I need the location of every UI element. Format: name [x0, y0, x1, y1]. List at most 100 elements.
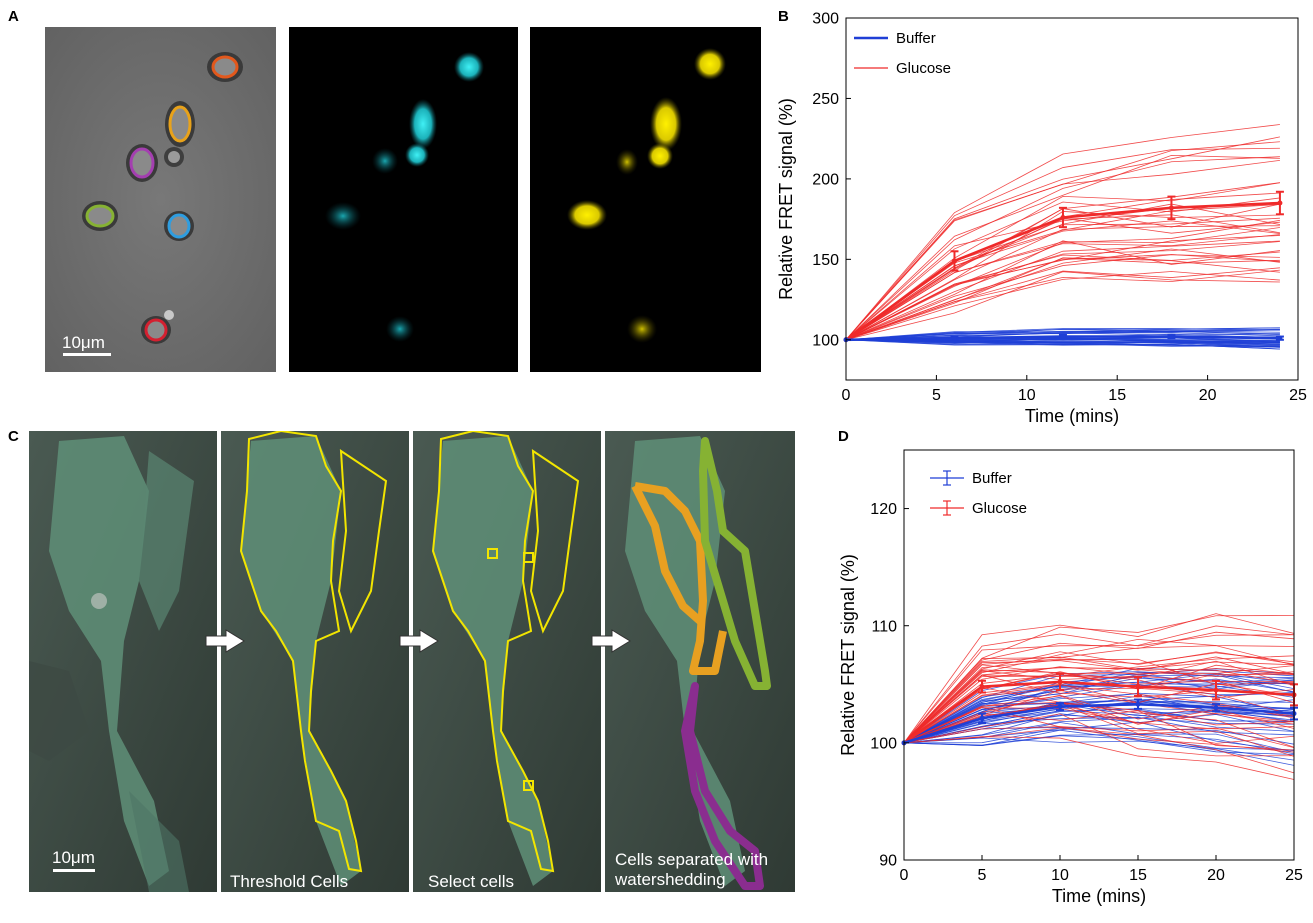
cell-outline-green	[85, 204, 115, 228]
trace-line-glucose	[845, 257, 1280, 341]
legend: Buffer Glucose	[854, 30, 951, 77]
trace-line-glucose	[903, 638, 1295, 744]
micrograph-select	[413, 431, 601, 892]
trace-line-glucose	[903, 660, 1295, 744]
seed-marker	[523, 552, 534, 563]
data-point	[1277, 335, 1283, 341]
trace-line-glucose	[903, 704, 1295, 744]
trace-line-glucose	[903, 656, 1295, 744]
y-tick-label: 110	[871, 618, 897, 635]
micrograph-threshold	[221, 431, 409, 892]
trace-line-buffer	[903, 678, 1295, 744]
panel-label-c: C	[8, 428, 19, 445]
brightfield-image	[45, 27, 276, 372]
caption-select: Select cells	[428, 872, 514, 891]
data-point	[1277, 200, 1283, 206]
y-tick-label: 90	[879, 853, 897, 870]
data-point	[951, 335, 957, 341]
panel-label-b: B	[778, 8, 789, 25]
x-tick-label: 0	[842, 387, 851, 404]
trace-line-buffer	[903, 737, 1295, 761]
series-glucose	[843, 190, 1284, 343]
trace-line-buffer	[845, 331, 1280, 341]
trace-line-glucose	[845, 136, 1280, 341]
trace-line-buffer	[903, 734, 1295, 755]
data-point	[1060, 215, 1066, 221]
y-axis-label: Relative FRET signal (%)	[838, 554, 858, 756]
scale-bar-a	[63, 353, 111, 356]
trace-line-glucose	[845, 156, 1280, 341]
data-point	[979, 715, 985, 721]
arrow-right-icon	[399, 629, 439, 653]
y-tick-label: 100	[812, 332, 839, 349]
caption-threshold: Threshold Cells	[230, 872, 349, 891]
trace-line-glucose	[903, 713, 1295, 757]
trace-line-glucose	[845, 241, 1280, 341]
trace-line-buffer	[845, 327, 1280, 341]
trace-line-glucose	[903, 666, 1295, 744]
data-point	[1135, 701, 1141, 707]
plot-frame	[845, 17, 1299, 381]
mean-line-buffer	[903, 702, 1295, 745]
chart-b: 0 5 10 15 20 25 100 150 200 250 300 Time (mins) Rela…	[770, 8, 1310, 428]
trace-line-glucose	[845, 219, 1280, 341]
scale-bar-label-c: 10μm	[52, 848, 95, 867]
legend-label-glucose: Glucose	[972, 500, 1027, 517]
data-point	[1060, 334, 1066, 340]
chart-d: 0 5 10 15 20 25 90 100 110 120 Time (mins) Relative…	[836, 440, 1310, 918]
cell-outline-amber	[168, 105, 192, 143]
data-point	[951, 258, 957, 264]
series-buffer	[843, 333, 1284, 343]
trace-line-glucose	[845, 271, 1280, 341]
trace-line-buffer	[903, 674, 1295, 744]
trace-line-glucose	[845, 254, 1280, 341]
trace-line-glucose	[845, 257, 1280, 341]
trace-line-buffer	[845, 330, 1280, 341]
y-tick-label: 100	[870, 735, 897, 752]
trace-line-glucose	[903, 631, 1295, 744]
yellow-channel-image	[530, 27, 761, 372]
legend-label-buffer: Buffer	[972, 470, 1012, 487]
trace-line-glucose	[903, 615, 1295, 744]
legend: Buffer Glucose	[930, 470, 1027, 517]
trace-line-glucose	[903, 651, 1295, 744]
trace-line-glucose	[903, 683, 1295, 744]
panel-label-a: A	[8, 8, 19, 25]
y-tick-label: 150	[812, 252, 839, 269]
data-point	[1168, 205, 1174, 211]
trace-line-glucose	[903, 706, 1295, 753]
cell-outline-orange	[211, 55, 239, 79]
data-point	[1057, 679, 1063, 685]
trace-line-glucose	[903, 726, 1295, 749]
trace-line-glucose	[845, 240, 1280, 341]
trace-line-glucose	[845, 182, 1280, 341]
legend-label-buffer: Buffer	[896, 30, 936, 47]
threshold-outline	[239, 431, 363, 873]
trace-line-buffer	[845, 339, 1280, 348]
scale-bar-label-a: 10μm	[62, 333, 105, 352]
x-tick-label: 10	[1051, 867, 1069, 884]
trace-line-glucose	[845, 154, 1280, 341]
data-point	[1057, 704, 1063, 710]
x-tick-label: 0	[900, 867, 909, 884]
trace-line-glucose	[903, 694, 1295, 744]
individual-traces	[903, 613, 1295, 780]
x-tick-label: 25	[1285, 867, 1303, 884]
trace-line-glucose	[903, 669, 1295, 744]
x-axis-label: Time (mins)	[1052, 886, 1146, 906]
x-tick-label: 25	[1289, 387, 1307, 404]
x-tick-label: 5	[978, 867, 987, 884]
micrograph-watershed	[605, 431, 795, 892]
data-point	[1213, 687, 1219, 693]
trace-line-glucose	[903, 655, 1295, 744]
trace-line-buffer	[903, 671, 1295, 744]
trace-line-buffer	[903, 727, 1295, 751]
data-point	[1135, 684, 1141, 690]
arrow-right-icon	[205, 629, 245, 653]
trace-line-glucose	[903, 664, 1295, 744]
x-tick-label: 5	[932, 387, 941, 404]
y-tick-label: 120	[870, 501, 897, 518]
x-tick-label: 15	[1129, 867, 1147, 884]
trace-line-glucose	[845, 240, 1280, 341]
trace-line-glucose	[845, 141, 1280, 341]
